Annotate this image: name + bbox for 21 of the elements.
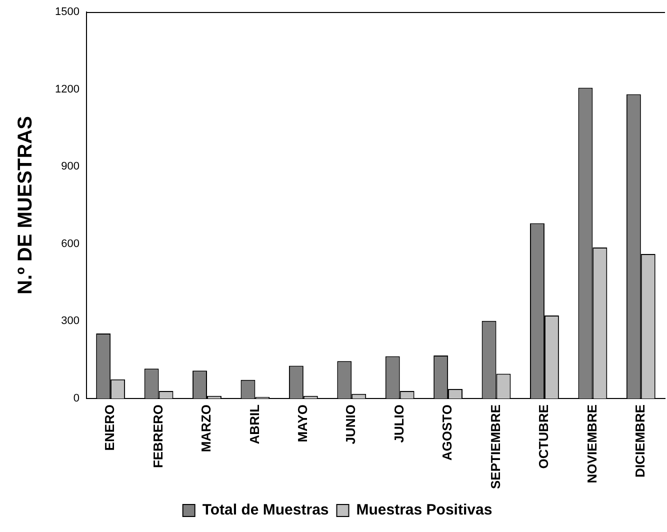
legend-label: Muestras Positivas [356,502,492,519]
x-tick-label: AGOSTO [440,404,455,461]
x-tick-label: DICIEMBRE [632,404,648,478]
x-tick-label: JUNIO [343,404,358,444]
x-tick-label: FEBRERO [150,404,166,468]
x-tick-label: ENERO [102,404,118,451]
y-tick-label: 0 [73,392,80,405]
y-tick-label: 1200 [54,83,80,96]
y-tick-label: 1500 [54,6,80,18]
y-tick-label: 600 [61,238,80,250]
x-tick-label: MARZO [198,404,214,452]
x-tick-label: SEPTIEMBRE [488,404,503,490]
y-tick-label: 300 [61,315,80,328]
x-tick-label: MAYO [294,404,310,442]
x-tick-label: NOVIEMBRE [584,404,600,484]
x-tick-label: JULIO [391,404,406,443]
x-tick-label: OCTUBRE [536,404,552,469]
y-axis-title: N.º DE MUESTRAS [14,116,37,294]
y-tick-label: 900 [61,160,80,173]
x-tick-label: ABRIL [246,404,262,444]
legend-label: Total de Muestras [202,502,329,519]
